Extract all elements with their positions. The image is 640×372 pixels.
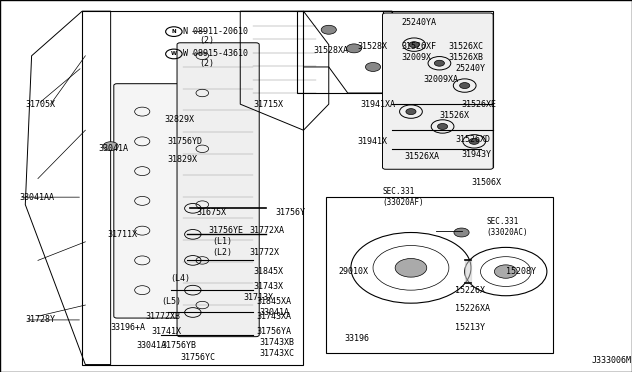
Text: 31526XC: 31526XC xyxy=(449,42,484,51)
Text: 31772X: 31772X xyxy=(250,248,280,257)
Text: (L2): (L2) xyxy=(212,248,232,257)
Text: 31943Y: 31943Y xyxy=(461,150,492,159)
Circle shape xyxy=(438,124,447,129)
Text: 32009XA: 32009XA xyxy=(424,76,459,84)
Text: 31941XA: 31941XA xyxy=(360,100,396,109)
Text: 31705X: 31705X xyxy=(26,100,55,109)
Bar xyxy=(82,11,303,365)
Text: 33041A: 33041A xyxy=(136,341,166,350)
Text: 31526XD: 31526XD xyxy=(455,135,490,144)
Circle shape xyxy=(365,62,381,71)
Text: 31743XC: 31743XC xyxy=(259,349,294,358)
Text: 15213Y: 15213Y xyxy=(455,323,485,332)
Circle shape xyxy=(103,142,118,151)
Circle shape xyxy=(321,25,337,34)
Circle shape xyxy=(406,109,416,115)
Text: 31756YD: 31756YD xyxy=(168,137,202,146)
Text: (L5): (L5) xyxy=(161,297,181,306)
Text: 33196+A: 33196+A xyxy=(111,323,146,332)
Text: 15208Y: 15208Y xyxy=(506,267,536,276)
Text: 31743XB: 31743XB xyxy=(259,338,294,347)
FancyBboxPatch shape xyxy=(177,43,259,337)
Text: 31715X: 31715X xyxy=(253,100,283,109)
Text: 31528XA: 31528XA xyxy=(313,46,348,55)
Text: 32009X: 32009X xyxy=(401,53,431,62)
Text: W 08915-43610: W 08915-43610 xyxy=(183,49,248,58)
Text: SEC.331
(33020AC): SEC.331 (33020AC) xyxy=(487,217,529,237)
Text: 31741X: 31741X xyxy=(152,327,182,336)
Circle shape xyxy=(469,138,479,144)
Text: 31772XA: 31772XA xyxy=(250,226,285,235)
Text: 31675X: 31675X xyxy=(196,208,226,217)
Text: 31711X: 31711X xyxy=(108,230,138,239)
Text: 31756YE: 31756YE xyxy=(209,226,244,235)
Text: 31526XF: 31526XF xyxy=(401,42,436,51)
Bar xyxy=(326,197,553,353)
Text: 31528X: 31528X xyxy=(357,42,387,51)
Text: 29010X: 29010X xyxy=(339,267,368,276)
Text: 33196: 33196 xyxy=(344,334,369,343)
Text: 31845X: 31845X xyxy=(253,267,283,276)
Circle shape xyxy=(460,83,470,89)
Text: 31743X: 31743X xyxy=(253,282,283,291)
Text: SEC.331
(33020AF): SEC.331 (33020AF) xyxy=(383,187,424,207)
Text: 31756YC: 31756YC xyxy=(180,353,215,362)
Circle shape xyxy=(395,259,427,277)
Text: 31756YA: 31756YA xyxy=(256,327,291,336)
Text: J333006M: J333006M xyxy=(591,356,631,365)
Circle shape xyxy=(495,265,517,278)
Text: 15226XA: 15226XA xyxy=(455,304,490,313)
Text: 32829X: 32829X xyxy=(164,115,195,124)
Text: 31713X: 31713X xyxy=(243,293,273,302)
Text: 31941X: 31941X xyxy=(357,137,387,146)
Text: N 08911-20610: N 08911-20610 xyxy=(183,27,248,36)
Text: 31506X: 31506X xyxy=(471,178,501,187)
Text: 31845XA: 31845XA xyxy=(256,297,291,306)
Text: 31772XB: 31772XB xyxy=(145,312,180,321)
Text: 31728Y: 31728Y xyxy=(26,315,55,324)
Text: 25240YA: 25240YA xyxy=(401,18,436,27)
FancyBboxPatch shape xyxy=(114,84,180,318)
Text: N: N xyxy=(172,29,176,34)
Text: W: W xyxy=(171,51,177,57)
Text: 31526X: 31526X xyxy=(440,111,469,120)
Bar xyxy=(383,11,493,167)
Circle shape xyxy=(454,228,469,237)
Circle shape xyxy=(409,42,419,48)
Text: 31756YB: 31756YB xyxy=(161,341,196,350)
FancyBboxPatch shape xyxy=(383,13,493,169)
Text: (L4): (L4) xyxy=(171,275,191,283)
Text: 25240Y: 25240Y xyxy=(455,64,485,73)
Circle shape xyxy=(435,60,444,66)
Text: 15226X: 15226X xyxy=(455,286,485,295)
Text: 33041AA: 33041AA xyxy=(19,193,54,202)
Text: (2): (2) xyxy=(199,59,214,68)
Text: 31526XB: 31526XB xyxy=(449,53,484,62)
Bar xyxy=(297,11,392,93)
Circle shape xyxy=(346,44,362,53)
Text: 31526XA: 31526XA xyxy=(404,152,440,161)
Text: (L1): (L1) xyxy=(212,237,232,246)
Text: 33041A: 33041A xyxy=(259,308,289,317)
Text: (2): (2) xyxy=(199,36,214,45)
Text: 31743XA: 31743XA xyxy=(256,312,291,321)
Text: 31756Y: 31756Y xyxy=(275,208,305,217)
Text: 33041A: 33041A xyxy=(98,144,128,153)
Text: 31829X: 31829X xyxy=(168,155,198,164)
Text: 31526XE: 31526XE xyxy=(461,100,497,109)
